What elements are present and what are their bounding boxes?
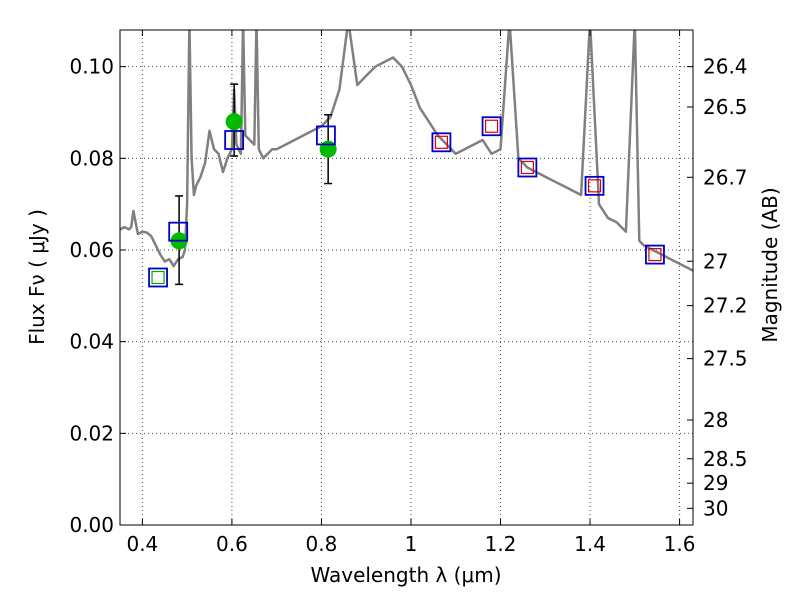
y-tick-label: 0.10 — [69, 55, 114, 79]
grid-layer — [120, 30, 693, 526]
inner-square-marker — [484, 119, 499, 133]
x-tick-label: 0.6 — [216, 532, 248, 556]
inner-square-marker — [648, 247, 662, 262]
y-axis-label: Flux Fν ( μJy ) — [25, 209, 49, 345]
mag-tick-label: 27.5 — [703, 347, 748, 371]
mag-tick-label: 28 — [703, 408, 728, 432]
mag-tick-label: 26.4 — [703, 55, 748, 79]
inner-square-marker — [434, 135, 449, 149]
mag-tick-label: 27 — [703, 249, 728, 273]
inner-square-marker — [151, 270, 165, 285]
axis-layer: 0.4 0.6 0.8 1 1.2 1.4 1.6 0.00 0.02 0.04 0.06 0.08 0… — [69, 30, 748, 556]
model-square-marker — [168, 221, 189, 242]
y-tick-label: 0.04 — [69, 330, 114, 354]
mag-tick-label: 30 — [703, 496, 728, 520]
observed-point — [225, 113, 243, 131]
mag-tick-label: 27.2 — [703, 294, 748, 318]
model-square-marker — [584, 175, 605, 196]
plot-frame — [119, 29, 694, 526]
model-square-marker — [481, 116, 502, 137]
y-tick-label: 0.08 — [69, 146, 114, 170]
model-sed-line — [120, 30, 693, 272]
model-square-marker — [148, 267, 168, 288]
y-tick-label: 0.00 — [69, 513, 114, 537]
mag-tick-label: 29 — [703, 471, 728, 495]
model-square-marker — [224, 130, 245, 150]
y-axis-right-label: Magnitude (AB) — [758, 187, 782, 342]
y-tick-label: 0.02 — [69, 421, 114, 445]
y-tick-label: 0.06 — [69, 238, 114, 262]
x-axis-label: Wavelength λ (μm) — [310, 563, 501, 587]
model-square-marker — [645, 244, 665, 265]
mag-tick-label: 26.7 — [703, 165, 748, 189]
model-square-marker — [316, 125, 336, 146]
mag-tick-label: 28.5 — [703, 447, 748, 471]
x-tick-label: 1.4 — [574, 532, 606, 556]
x-tick-label: 0.4 — [126, 532, 158, 556]
model-square-marker — [517, 157, 538, 178]
model-square-marker — [431, 132, 452, 153]
mag-tick-label: 26.5 — [703, 95, 748, 119]
plot-layer — [120, 30, 693, 288]
x-tick-label: 1.6 — [664, 532, 696, 556]
x-tick-label: 0.8 — [306, 532, 338, 556]
inner-square-marker — [520, 160, 534, 175]
x-tick-label: 1.2 — [485, 532, 517, 556]
x-tick-label: 1 — [405, 532, 418, 556]
inner-square-marker — [587, 179, 602, 193]
